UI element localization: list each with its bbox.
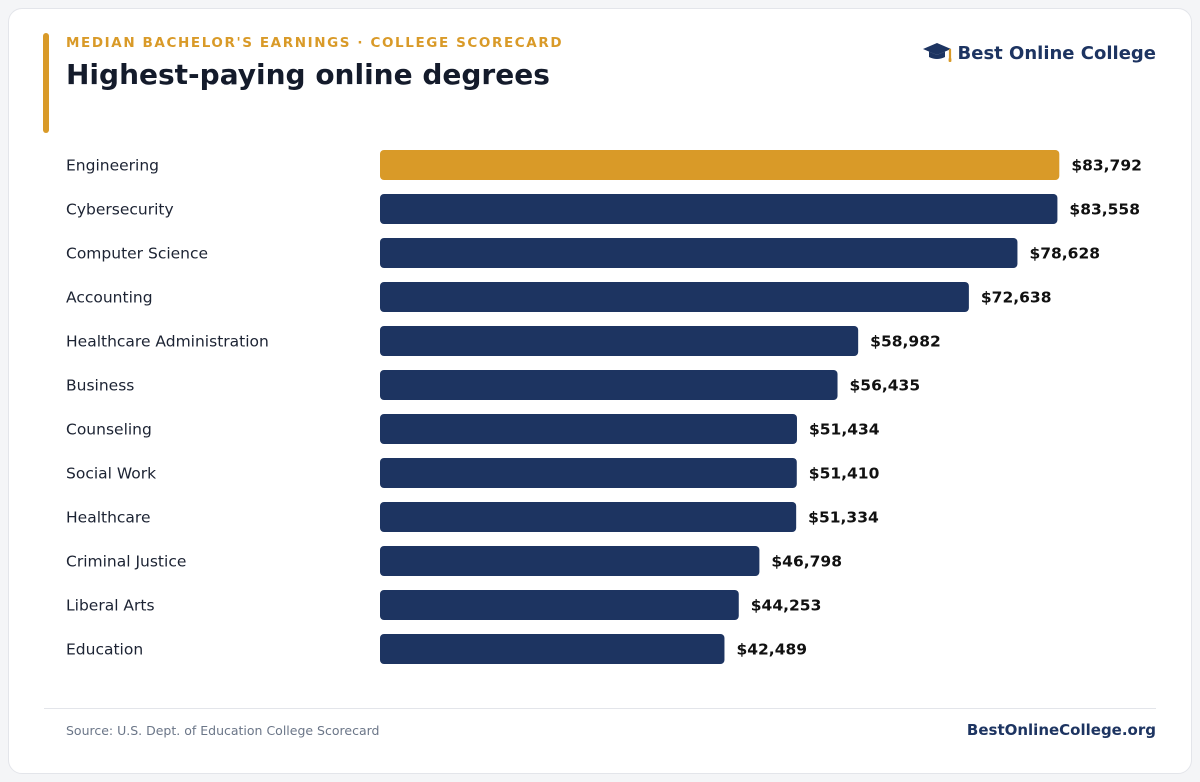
- graduation-cap-icon: [922, 43, 951, 62]
- chart-kicker: MEDIAN BACHELOR'S EARNINGS · COLLEGE SCO…: [66, 35, 564, 51]
- chart-title: Highest-paying online degrees: [66, 58, 550, 91]
- footer-divider: [44, 708, 1156, 709]
- brand-logo[interactable]: Best Online College: [922, 41, 1156, 65]
- chart-card: [8, 8, 1192, 774]
- site-link[interactable]: BestOnlineCollege.org: [966, 721, 1156, 739]
- accent-bar: [43, 33, 49, 133]
- brand-name: Best Online College: [957, 42, 1156, 64]
- source-note: Source: U.S. Dept. of Education College …: [66, 723, 380, 738]
